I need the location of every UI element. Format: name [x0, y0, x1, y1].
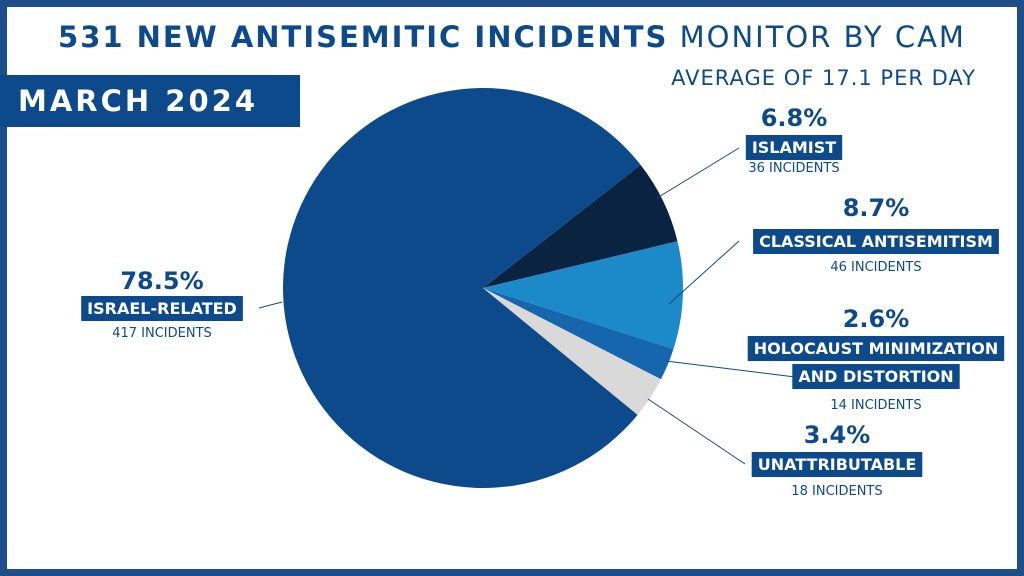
pct-label-holocaust_minimization: 2.6%: [843, 305, 910, 333]
leader-line-unattributable: [647, 398, 746, 465]
chart-subtitle: AVERAGE OF 17.1 PER DAY: [671, 66, 976, 90]
leader-line-holocaust_minimization: [665, 360, 796, 378]
label-box-islamist: [745, 135, 843, 160]
title-bold: 531 NEW ANTISEMITIC INCIDENTS: [58, 20, 669, 54]
incidents-label-classical_antisemitism: 46 INCIDENTS: [830, 260, 921, 275]
category-label-unattributable: UNATTRIBUTABLE: [758, 455, 917, 474]
pct-label-israel_related: 78.5%: [120, 267, 203, 295]
pie-slice-islamist: [483, 164, 678, 288]
pie-slice-classical_antisemitism: [483, 241, 684, 350]
category-label-israel_related: ISRAEL-RELATED: [87, 299, 237, 318]
leader-line-israel_related: [258, 301, 283, 309]
month-banner: MARCH 2024: [0, 75, 300, 127]
category-label-classical_antisemitism: CLASSICAL ANTISEMITISM: [759, 232, 993, 251]
label-box-classical_antisemitism: [753, 229, 999, 254]
label-box-holocaust_minimization: [747, 336, 1005, 361]
incidents-label-islamist: 36 INCIDENTS: [748, 161, 839, 176]
category-label-islamist: ISLAMIST: [752, 138, 836, 157]
label-box-israel_related: [81, 296, 243, 321]
pie-slice-holocaust_minimization: [483, 288, 674, 380]
pct-label-islamist: 6.8%: [761, 104, 828, 132]
pie-slice-unattributable: [483, 288, 661, 415]
incidents-label-holocaust_minimization: 14 INCIDENTS: [830, 398, 921, 413]
category-label-holocaust_minimization: AND DISTORTION: [798, 367, 953, 386]
title-light: MONITOR BY CAM: [679, 20, 966, 54]
label-box-unattributable: [751, 452, 923, 477]
leader-line-islamist: [656, 147, 740, 199]
category-label-holocaust_minimization: HOLOCAUST MINIMIZATION: [754, 339, 999, 358]
pct-label-unattributable: 3.4%: [804, 421, 871, 449]
leader-line-classical_antisemitism: [668, 240, 740, 305]
pct-label-classical_antisemitism: 8.7%: [843, 194, 910, 222]
pie-slice-israel_related: [283, 88, 641, 489]
incidents-label-israel_related: 417 INCIDENTS: [112, 326, 212, 341]
incidents-label-unattributable: 18 INCIDENTS: [791, 484, 882, 499]
chart-title: 531 NEW ANTISEMITIC INCIDENTS MONITOR BY…: [0, 20, 1024, 54]
label-box-holocaust_minimization: [792, 364, 960, 389]
